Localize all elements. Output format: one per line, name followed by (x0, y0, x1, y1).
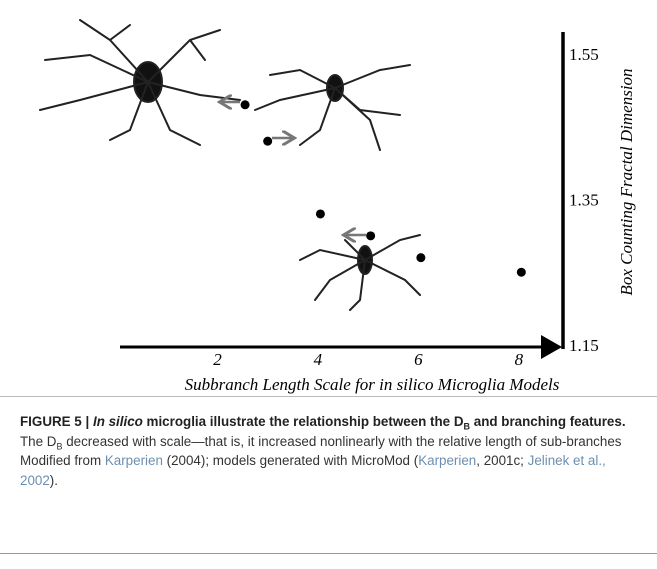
x-tick-label: 6 (414, 350, 423, 369)
caption-text: (2004); models generated with MicroMod ( (163, 453, 418, 468)
y-tick-label: 1.15 (569, 336, 599, 355)
caption-text: The D (20, 434, 56, 449)
y-axis-title: Box Counting Fractal Dimension (617, 68, 636, 295)
y-tick-label: 1.35 (569, 190, 599, 209)
x-tick-label: 8 (515, 350, 524, 369)
bottom-rule (0, 553, 657, 554)
caption-text: ). (50, 473, 58, 488)
data-point (241, 100, 250, 109)
x-tick-label: 2 (213, 350, 222, 369)
y-tick-label: 1.55 (569, 45, 599, 64)
x-tick-label: 4 (314, 350, 323, 369)
caption-title: and branching features. (470, 414, 626, 429)
caption: FIGURE 5 | In silico microglia illustrat… (20, 412, 635, 490)
data-point (263, 137, 272, 146)
data-point (416, 253, 425, 262)
caption-title: microglia illustrate the relationship be… (143, 414, 464, 429)
x-axis-title: Subbranch Length Scale for in silico Mic… (185, 375, 560, 394)
arrows (222, 102, 366, 235)
figure-label: FIGURE 5 | (20, 414, 89, 429)
reference-link[interactable]: Karperien (105, 453, 163, 468)
microglia-images (40, 20, 420, 310)
chart: Subbranch Length Scale for in silico Mic… (0, 0, 657, 396)
caption-rule (0, 396, 657, 397)
page: {"chart_data": {"type": "scatter", "x_la… (0, 0, 657, 569)
data-point (316, 209, 325, 218)
caption-title: In silico (93, 414, 143, 429)
data-point (517, 268, 526, 277)
data-point (366, 231, 375, 240)
caption-text: , 2001c; (476, 453, 527, 468)
reference-link[interactable]: Karperien (418, 453, 476, 468)
